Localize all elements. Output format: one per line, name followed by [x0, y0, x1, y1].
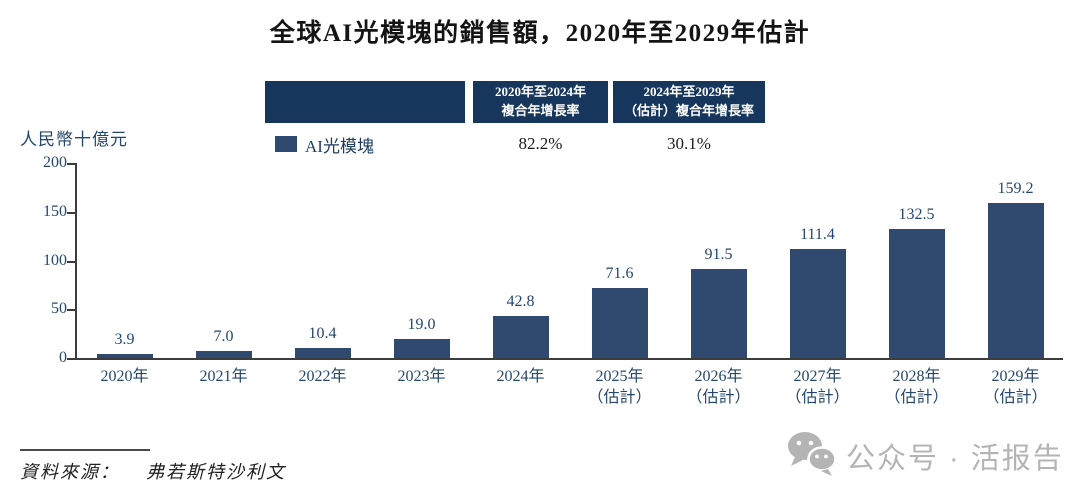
- bar: [492, 316, 549, 358]
- bar: [888, 228, 945, 358]
- y-axis-line: [75, 163, 77, 360]
- bar: [294, 347, 351, 358]
- cagr-header-line: 2020年至2024年: [494, 84, 586, 100]
- x-label-estimate-note: （估計）: [587, 389, 652, 406]
- x-label-year: 2024年: [496, 368, 545, 385]
- bar-value-label: 3.9: [114, 331, 135, 349]
- x-axis-category-label: 2022年: [273, 366, 372, 387]
- y-tick-label: 50: [51, 300, 67, 318]
- x-label-year: 2022年: [298, 368, 347, 385]
- source-divider: [20, 449, 150, 451]
- bar: [195, 351, 252, 358]
- cagr-header-2024-2029: 2024年至2029年 （估計）複合年增長率: [613, 81, 765, 123]
- cagr-header-line: 2024年至2029年: [643, 84, 735, 100]
- x-axis-category-label: 2020年: [75, 366, 174, 387]
- y-tick-label: 0: [59, 349, 67, 366]
- x-label-year: 2026年: [694, 368, 743, 385]
- page-title: 全球AI光模塊的銷售額，2020年至2029年估計: [269, 20, 811, 47]
- bar-value-label: 71.6: [605, 265, 634, 283]
- legend-swatch: [275, 136, 297, 152]
- bar: [789, 249, 846, 358]
- y-tick-mark: [67, 163, 75, 165]
- x-label-year: 2028年: [892, 368, 941, 385]
- cagr-header-2020-2024: 2020年至2024年 複合年增長率: [473, 81, 608, 123]
- legend-label: AI光模塊: [305, 137, 374, 156]
- source-value: 弗若斯特沙利文: [146, 462, 286, 482]
- bar: [96, 354, 153, 358]
- x-label-year: 2020年: [100, 368, 149, 385]
- bar-value-label: 91.5: [704, 245, 733, 263]
- x-label-estimate-note: （估計）: [983, 389, 1048, 406]
- x-axis-line: [73, 358, 1063, 360]
- x-label-estimate-note: （估計）: [686, 389, 751, 406]
- bar-value-label: 42.8: [506, 293, 535, 311]
- y-tick-label: 100: [43, 251, 67, 269]
- bar-value-label: 7.0: [213, 328, 234, 346]
- y-tick-label: 200: [43, 154, 67, 171]
- x-axis-category-label: 2023年: [372, 366, 471, 387]
- x-axis-category-label: 2029年 （估計）: [966, 366, 1065, 408]
- x-axis-category-label: 2026年 （估計）: [669, 366, 768, 408]
- x-axis-category-label: 2027年 （估計）: [768, 366, 867, 408]
- x-axis-category-label: 2025年 （估計）: [570, 366, 669, 408]
- bar-value-label: 132.5: [898, 205, 935, 223]
- x-axis-category-label: 2021年: [174, 366, 273, 387]
- y-tick-label: 150: [43, 202, 67, 220]
- y-tick-mark: [67, 358, 75, 360]
- cagr-header-line: 複合年增長率: [501, 103, 580, 118]
- bar: [987, 202, 1044, 358]
- x-label-year: 2023年: [397, 368, 446, 385]
- bar-value-label: 19.0: [407, 316, 436, 334]
- y-axis-unit-label: 人民幣十億元: [20, 130, 128, 149]
- x-label-estimate-note: （估計）: [785, 389, 850, 406]
- watermark: 公众号 · 活报告: [786, 430, 1064, 481]
- x-label-year: 2029年: [991, 368, 1040, 385]
- bar: [591, 288, 648, 358]
- cagr-header-line: （估計）複合年增長率: [623, 103, 754, 118]
- wechat-icon: [786, 430, 838, 481]
- x-label-year: 2025年: [595, 368, 644, 385]
- bar: [393, 339, 450, 358]
- watermark-text: 公众号 · 活报告: [846, 442, 1064, 475]
- x-label-year: 2021年: [199, 368, 248, 385]
- x-axis-category-label: 2028年 （估計）: [867, 366, 966, 408]
- x-axis-category-label: 2024年: [471, 366, 570, 387]
- y-tick-mark: [67, 309, 75, 312]
- cagr-header-empty-block: [265, 81, 465, 123]
- bar-value-label: 159.2: [997, 179, 1034, 197]
- bar: [690, 268, 747, 358]
- source-label: 資料來源：: [20, 462, 120, 482]
- y-tick-mark: [67, 211, 75, 214]
- cagr-value-2020-2024: 82.2%: [518, 134, 563, 153]
- x-label-estimate-note: （估計）: [884, 389, 949, 406]
- y-tick-mark: [67, 260, 75, 263]
- x-label-year: 2027年: [793, 368, 842, 385]
- source-line: 資料來源： 弗若斯特沙利文: [20, 458, 286, 484]
- cagr-value-2024-2029: 30.1%: [667, 134, 711, 153]
- bar-value-label: 10.4: [308, 324, 337, 342]
- bar-value-label: 111.4: [800, 226, 835, 244]
